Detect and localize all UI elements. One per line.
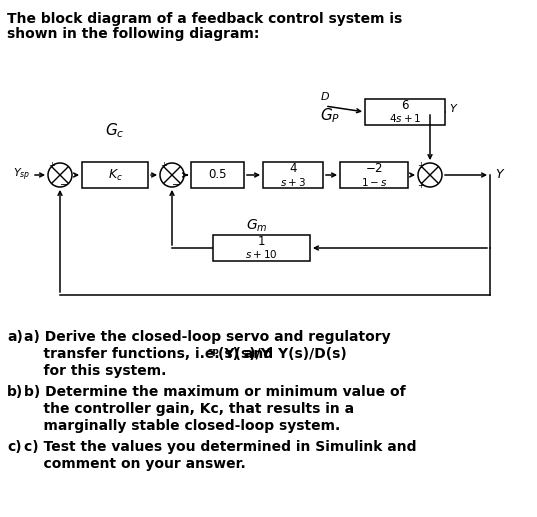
Text: c): c) bbox=[7, 440, 21, 454]
Text: $s+3$: $s+3$ bbox=[280, 175, 306, 188]
Text: 1: 1 bbox=[258, 235, 265, 248]
Text: $D$: $D$ bbox=[320, 90, 330, 102]
Text: the controller gain, Kc, that results in a: the controller gain, Kc, that results in… bbox=[24, 402, 354, 416]
Text: $4s+1$: $4s+1$ bbox=[389, 113, 421, 125]
Text: $Y$: $Y$ bbox=[449, 102, 459, 114]
Bar bbox=[213, 235, 310, 261]
Text: b): b) bbox=[7, 385, 23, 399]
Text: for this system.: for this system. bbox=[24, 364, 166, 378]
Text: sp: sp bbox=[207, 347, 219, 356]
Text: +: + bbox=[418, 160, 424, 170]
Text: shown in the following diagram:: shown in the following diagram: bbox=[7, 27, 259, 41]
Text: 4: 4 bbox=[289, 162, 297, 175]
Text: $G_P$: $G_P$ bbox=[320, 107, 340, 125]
Bar bbox=[191, 162, 244, 188]
Text: b) Determine the maximum or minimum value of: b) Determine the maximum or minimum valu… bbox=[24, 385, 405, 399]
Text: $s+10$: $s+10$ bbox=[245, 249, 278, 261]
Text: (s) and Y(s)/D(s): (s) and Y(s)/D(s) bbox=[218, 347, 347, 361]
Text: comment on your answer.: comment on your answer. bbox=[24, 457, 246, 471]
Text: $-2$: $-2$ bbox=[365, 162, 383, 175]
Text: 6: 6 bbox=[401, 99, 409, 112]
Text: $G_c$: $G_c$ bbox=[105, 121, 125, 140]
Text: +: + bbox=[418, 181, 424, 190]
Text: c) Test the values you determined in Simulink and: c) Test the values you determined in Sim… bbox=[24, 440, 417, 454]
Text: −: − bbox=[60, 180, 68, 190]
Text: $1-s$: $1-s$ bbox=[361, 175, 387, 188]
Text: marginally stable closed-loop system.: marginally stable closed-loop system. bbox=[24, 419, 340, 433]
Text: +: + bbox=[48, 160, 55, 170]
Bar bbox=[82, 162, 148, 188]
Text: a) Derive the closed-loop servo and regulatory: a) Derive the closed-loop servo and regu… bbox=[24, 330, 390, 344]
Bar bbox=[340, 162, 408, 188]
Bar bbox=[263, 162, 323, 188]
Text: −: − bbox=[172, 180, 180, 190]
Text: The block diagram of a feedback control system is: The block diagram of a feedback control … bbox=[7, 12, 402, 26]
Text: $G_m$: $G_m$ bbox=[246, 218, 267, 234]
Text: a): a) bbox=[7, 330, 23, 344]
Text: $Y_{sp}$: $Y_{sp}$ bbox=[13, 167, 31, 183]
Bar bbox=[365, 99, 445, 125]
Text: 0.5: 0.5 bbox=[208, 169, 227, 181]
Text: $Y$: $Y$ bbox=[495, 169, 505, 181]
Text: transfer functions, i.e. Y(s)/Y: transfer functions, i.e. Y(s)/Y bbox=[24, 347, 271, 361]
Text: $K_c$: $K_c$ bbox=[107, 168, 122, 183]
Text: +: + bbox=[161, 160, 168, 170]
